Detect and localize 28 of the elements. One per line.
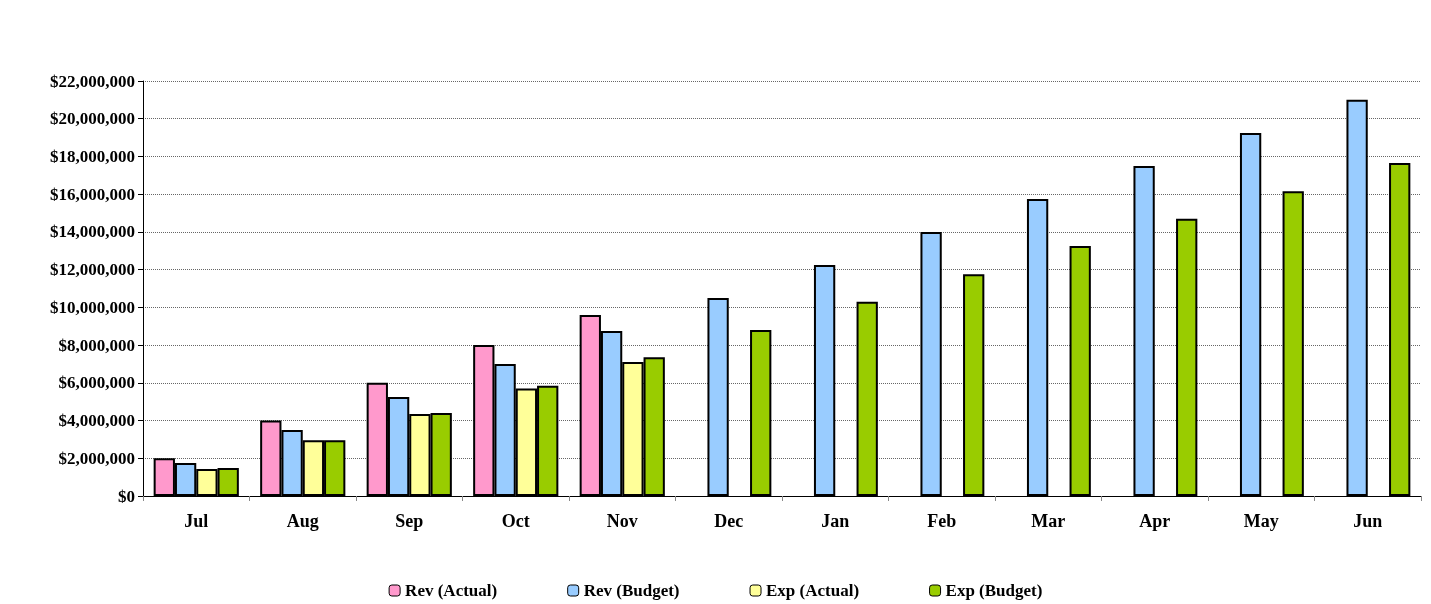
legend-label: Rev (Budget) (583, 581, 680, 600)
legend-label: Rev (Actual) (405, 581, 498, 600)
x-tick-label: Feb (927, 511, 957, 531)
x-tick-label: Dec (714, 511, 744, 531)
y-tick-label: $2,000,000 (58, 448, 135, 468)
y-tick-label: $12,000,000 (50, 260, 135, 280)
y-tick-label: $16,000,000 (50, 184, 135, 204)
y-tick-label: $20,000,000 (50, 109, 135, 129)
y-tick-label: $6,000,000 (58, 373, 135, 393)
legend-label: Exp (Actual) (766, 581, 860, 600)
x-tick-label: Nov (606, 511, 638, 531)
x-tick-label: Oct (501, 511, 530, 531)
x-tick-label: Mar (1031, 511, 1066, 531)
x-tick-label: Apr (1139, 511, 1171, 531)
y-tick-label: $4,000,000 (58, 411, 135, 431)
legend-label: Exp (Budget) (945, 581, 1043, 600)
x-tick-label: Jun (1353, 511, 1383, 531)
x-tick-label: Aug (286, 511, 319, 531)
y-tick-label: $18,000,000 (50, 146, 135, 166)
y-tick-label: $8,000,000 (58, 335, 135, 355)
y-tick-label: $0 (118, 486, 135, 506)
y-tick-label: $22,000,000 (50, 71, 135, 91)
x-tick-label: Jan (821, 511, 850, 531)
y-tick-label: $14,000,000 (50, 222, 135, 242)
y-tick-label: $10,000,000 (50, 297, 135, 317)
x-tick-label: Sep (395, 511, 424, 531)
x-tick-label: May (1243, 511, 1279, 531)
x-tick-label: Jul (184, 511, 209, 531)
